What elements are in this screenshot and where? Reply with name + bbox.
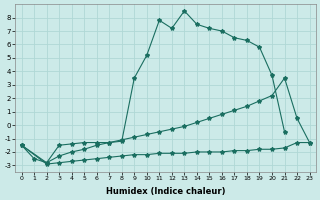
X-axis label: Humidex (Indice chaleur): Humidex (Indice chaleur) bbox=[106, 187, 225, 196]
